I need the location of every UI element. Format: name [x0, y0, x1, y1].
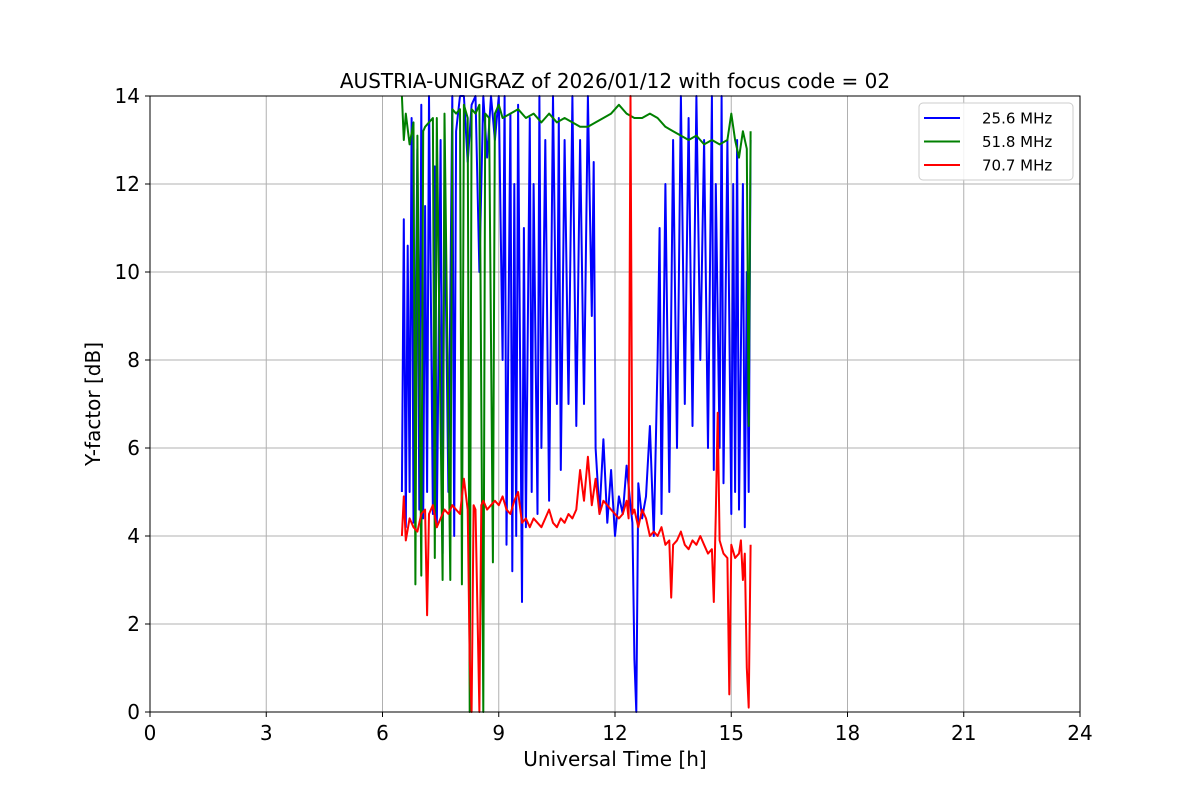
x-tick-label: 15	[719, 721, 744, 745]
x-tick-label: 12	[602, 721, 627, 745]
y-tick-label: 0	[127, 700, 140, 724]
series-line-3	[400, 95, 752, 713]
chart-title: AUSTRIA-UNIGRAZ of 2026/01/12 with focus…	[340, 69, 890, 93]
x-axis-label: Universal Time [h]	[523, 747, 706, 771]
legend-box	[918, 102, 1074, 181]
x-tick-label: 0	[144, 721, 157, 745]
series-layer	[400, 95, 752, 713]
y-axis-label: Y-factor [dB]	[81, 342, 105, 467]
y-tick-label: 4	[127, 524, 140, 548]
y-axis: 0 2 4 6 8 10 12 14	[115, 84, 150, 724]
series-line-2	[400, 95, 752, 713]
y-tick-label: 14	[115, 84, 140, 108]
x-tick-label: 21	[951, 721, 976, 745]
y-tick-label: 12	[115, 172, 140, 196]
y-tick-label: 10	[115, 260, 140, 284]
x-tick-label: 6	[376, 721, 389, 745]
x-tick-label: 3	[260, 721, 273, 745]
x-axis: 0 3 6 9 12 15 18 21 24	[144, 712, 1093, 745]
x-tick-label: 9	[492, 721, 505, 745]
legend-entry: 70.7 MHz	[982, 157, 1052, 175]
legend-entry: 25.6 MHz	[982, 110, 1052, 128]
y-tick-label: 2	[127, 612, 140, 636]
x-tick-label: 18	[835, 721, 860, 745]
legend: 25.6 MHz 51.8 MHz 70.7 MHz	[918, 102, 1074, 181]
y-tick-label: 6	[127, 436, 140, 460]
y-tick-label: 8	[127, 348, 140, 372]
legend-entry: 51.8 MHz	[982, 133, 1052, 151]
x-tick-label: 24	[1067, 721, 1092, 745]
